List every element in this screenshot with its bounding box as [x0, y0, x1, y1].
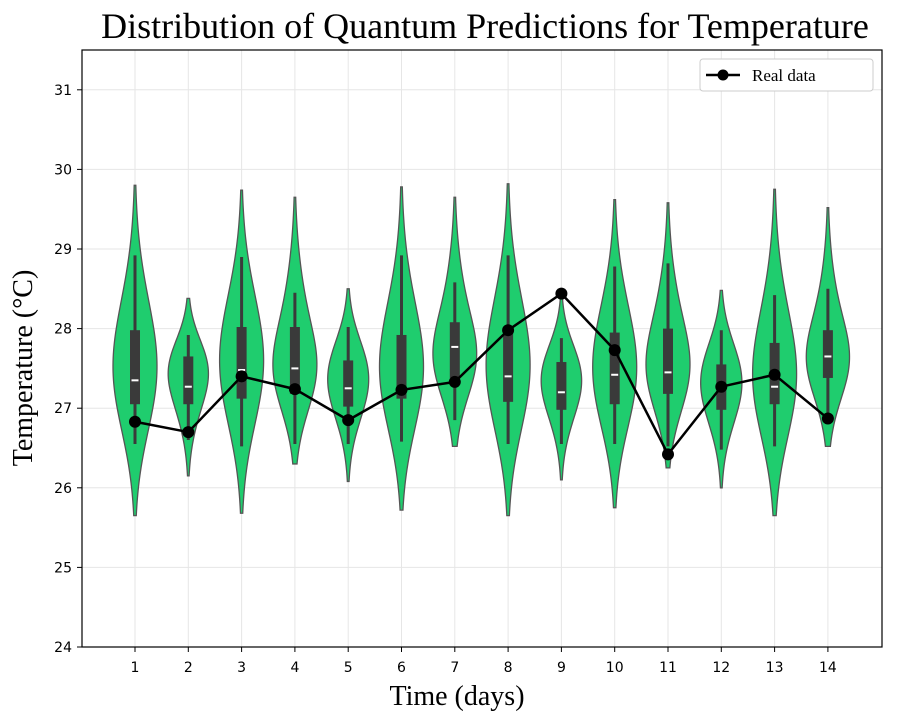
x-tick-label: 13	[766, 660, 784, 676]
legend-box	[699, 58, 874, 92]
violin-iqr-box	[183, 356, 194, 405]
violin-iqr-box	[289, 327, 300, 394]
plot-frame	[81, 49, 883, 648]
chart-title: Distribution of Quantum Predictions for …	[101, 6, 869, 46]
x-tick-label: 10	[606, 660, 624, 676]
legend: Real data	[699, 58, 874, 92]
real-data-point	[395, 383, 408, 396]
violin-iqr-box	[130, 330, 140, 405]
violin-iqr-box	[663, 328, 673, 394]
violin-iqr-box	[609, 332, 620, 405]
violin-iqr-box	[556, 362, 567, 410]
x-tick-label: 14	[819, 660, 837, 676]
real-data-point	[608, 344, 621, 357]
real-data-point	[555, 287, 568, 300]
x-tick-label: 1	[131, 660, 140, 676]
y-tick-label: 27	[54, 401, 72, 417]
x-tick-label: 7	[450, 660, 459, 676]
x-tick-label: 5	[344, 660, 353, 676]
violin-iqr-box	[503, 330, 514, 402]
y-axis-ticks: 24 25 26 27 28 29 30 31	[54, 83, 82, 656]
y-tick-label: 24	[54, 640, 72, 656]
x-tick-label: 6	[397, 660, 406, 676]
real-data-point	[715, 380, 728, 393]
y-tick-label: 25	[54, 560, 72, 576]
x-tick-label: 3	[237, 660, 246, 676]
violin-iqr-box	[396, 334, 407, 399]
x-axis-ticks: 1 2 3 4 5 6 7 8 9 10 11 12 13 14	[131, 647, 837, 676]
real-data-point	[235, 370, 248, 383]
y-tick-label: 28	[54, 322, 72, 338]
real-data-series	[129, 287, 834, 461]
violin-iqr-box	[343, 360, 354, 407]
legend-label-real-data: Real data	[752, 66, 816, 85]
y-tick-label: 26	[54, 481, 72, 497]
real-data-point	[768, 368, 781, 381]
violin-iqr-box	[236, 327, 247, 399]
y-tick-label: 30	[54, 162, 72, 178]
x-tick-label: 4	[290, 660, 299, 676]
x-tick-label: 2	[184, 660, 193, 676]
violin-iqr-box	[449, 322, 460, 378]
y-tick-label: 31	[54, 83, 72, 99]
real-data-line	[134, 291, 829, 457]
real-data-point	[662, 448, 674, 461]
y-axis-label: Temperature (°C)	[8, 270, 39, 467]
x-tick-label: 12	[712, 660, 730, 676]
plot-area	[82, 50, 882, 647]
violin-iqr-box	[822, 330, 833, 378]
real-data-point	[129, 415, 141, 428]
x-axis-label: Time (days)	[389, 681, 524, 712]
real-data-point	[288, 383, 301, 396]
real-data-point	[502, 324, 515, 337]
x-tick-label: 11	[659, 660, 677, 676]
legend-marker-sample	[717, 69, 729, 81]
y-tick-label: 29	[54, 242, 72, 258]
x-tick-label: 8	[504, 660, 513, 676]
real-data-point	[821, 412, 834, 425]
x-tick-label: 9	[557, 660, 566, 676]
real-data-point	[448, 375, 461, 388]
real-data-point	[342, 414, 355, 427]
real-data-point	[182, 426, 195, 439]
